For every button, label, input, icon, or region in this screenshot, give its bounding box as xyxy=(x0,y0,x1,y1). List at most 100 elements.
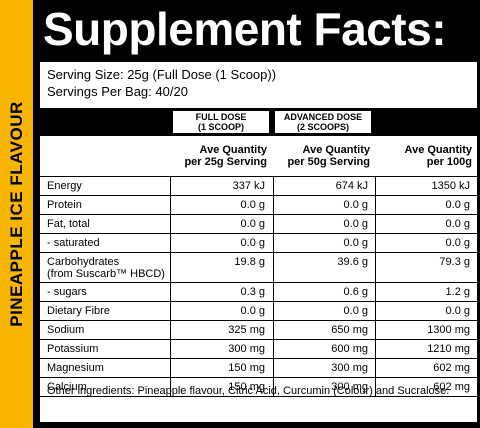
column-rule xyxy=(273,234,274,252)
nutrient-value: 674 kJ xyxy=(335,180,368,192)
nutrient-value: 650 mg xyxy=(331,324,368,336)
nutrient-row: Carbohydrates (from Suscarb™ HBCD) 19.8 g 3… xyxy=(40,252,477,282)
nutrient-row: - sugars 0.3 g 0.6 g 1.2 g xyxy=(40,282,477,301)
column-rule xyxy=(170,234,171,252)
nutrient-value: 300 mg xyxy=(228,343,265,355)
serving-size: Serving Size: 25g (Full Dose (1 Scoop)) xyxy=(47,67,277,82)
facts-body: Serving Size: 25g (Full Dose (1 Scoop)) … xyxy=(37,62,480,425)
nutrient-value: 0.6 g xyxy=(343,286,368,298)
column-rule xyxy=(375,234,376,252)
nutrient-value: 0.0 g xyxy=(445,305,470,317)
nutrient-value: 1.2 g xyxy=(445,286,470,298)
nutrient-value: 0.3 g xyxy=(240,286,265,298)
dose-band: FULL DOSE (1 SCOOP) ADVANCED DOSE (2 SCO… xyxy=(40,108,477,136)
nutrient-row: Energy 337 kJ 674 kJ 1350 kJ xyxy=(40,176,477,195)
nutrient-label: Sodium xyxy=(47,324,85,336)
nutrient-value: 0.0 g xyxy=(240,237,265,249)
nutrient-label: Protein xyxy=(47,199,82,211)
nutrient-row: Sodium 325 mg 650 mg 1300 mg xyxy=(40,320,477,339)
column-header: Ave Quantity per 25g Serving xyxy=(184,144,267,168)
column-rule xyxy=(273,177,274,195)
nutrient-rows: Energy 337 kJ 674 kJ 1350 kJ Protein 0.0 g 0.0… xyxy=(40,176,477,397)
nutrient-value: 300 mg xyxy=(331,362,368,374)
nutrient-value: 0.0 g xyxy=(343,218,368,230)
column-rule xyxy=(375,340,376,358)
nutrient-label: Carbohydrates xyxy=(47,256,120,268)
nutrient-note: (from Suscarb™ HBCD) xyxy=(47,268,165,280)
column-rule xyxy=(375,302,376,320)
nutrient-row: Calcium 150 mg 300 mg 602 mg xyxy=(40,377,477,397)
nutrient-value: 0.0 g xyxy=(343,237,368,249)
column-rule xyxy=(375,177,376,195)
column-rule xyxy=(170,321,171,339)
nutrient-value: 19.8 g xyxy=(234,256,265,268)
column-rule xyxy=(273,302,274,320)
nutrient-value: 1300 mg xyxy=(427,324,470,336)
flavour-label: PINEAPPLE ICE FLAVOUR xyxy=(6,101,26,327)
column-rule xyxy=(375,321,376,339)
nutrient-label: - saturated xyxy=(47,237,100,249)
column-rule xyxy=(170,359,171,377)
nutrient-label: Dietary Fibre xyxy=(47,305,110,317)
nutrient-value: 602 mg xyxy=(433,381,470,393)
nutrient-row: Fat, total 0.0 g 0.0 g 0.0 g xyxy=(40,214,477,233)
nutrient-value: 0.0 g xyxy=(445,218,470,230)
nutrient-row: Potassium 300 mg 600 mg 1210 mg xyxy=(40,339,477,358)
dose-label: ADVANCED DOSE (2 SCOOPS) xyxy=(275,111,371,133)
flavour-strip: PINEAPPLE ICE FLAVOUR xyxy=(0,0,33,428)
nutrient-value: 300 mg xyxy=(331,381,368,393)
title: Supplement Facts: xyxy=(43,3,447,55)
nutrient-value: 0.0 g xyxy=(240,305,265,317)
nutrient-value: 1350 kJ xyxy=(431,180,470,192)
nutrient-row: Dietary Fibre 0.0 g 0.0 g 0.0 g xyxy=(40,301,477,320)
nutrient-value: 0.0 g xyxy=(343,199,368,211)
column-rule xyxy=(375,378,376,396)
column-rule xyxy=(170,253,171,282)
servings-per-bag: Servings Per Bag: 40/20 xyxy=(47,84,188,99)
nutrient-value: 600 mg xyxy=(331,343,368,355)
nutrient-value: 79.3 g xyxy=(439,256,470,268)
nutrient-label: Fat, total xyxy=(47,218,90,230)
nutrient-label: Calcium xyxy=(47,381,87,393)
column-rule xyxy=(273,340,274,358)
nutrient-value: 150 mg xyxy=(228,362,265,374)
column-rule xyxy=(273,321,274,339)
nutrient-value: 0.0 g xyxy=(445,237,470,249)
column-rule xyxy=(170,283,171,301)
nutrient-value: 602 mg xyxy=(433,362,470,374)
nutrient-row: - saturated 0.0 g 0.0 g 0.0 g xyxy=(40,233,477,252)
column-header: Ave Quantity per 100g xyxy=(404,144,472,168)
nutrient-value: 0.0 g xyxy=(445,199,470,211)
nutrient-value: 337 kJ xyxy=(232,180,265,192)
ingredients: Other ingredients: Pineapple flavour, Ci… xyxy=(47,385,450,397)
nutrient-row: Magnesium 150 mg 300 mg 602 mg xyxy=(40,358,477,377)
nutrient-value: 325 mg xyxy=(228,324,265,336)
column-rule xyxy=(170,177,171,195)
nutrient-label: Magnesium xyxy=(47,362,104,374)
nutrient-row: Protein 0.0 g 0.0 g 0.0 g xyxy=(40,195,477,214)
nutrient-value: 150 mg xyxy=(228,381,265,393)
column-rule xyxy=(375,215,376,233)
column-rule xyxy=(273,253,274,282)
column-rule xyxy=(375,253,376,282)
column-rule xyxy=(375,196,376,214)
nutrient-label: Energy xyxy=(47,180,82,192)
column-rule xyxy=(273,359,274,377)
facts-panel: Supplement Facts: Serving Size: 25g (Ful… xyxy=(37,0,480,428)
column-rule xyxy=(273,283,274,301)
column-rule xyxy=(375,283,376,301)
nutrient-value: 1210 mg xyxy=(427,343,470,355)
column-rule xyxy=(375,359,376,377)
column-rule xyxy=(273,378,274,396)
nutrient-label: Potassium xyxy=(47,343,99,355)
column-rule xyxy=(170,215,171,233)
column-header: Ave Quantity per 50g Serving xyxy=(287,144,370,168)
nutrient-label: - sugars xyxy=(47,286,87,298)
dose-label: FULL DOSE (1 SCOOP) xyxy=(173,111,269,133)
column-rule xyxy=(170,378,171,396)
column-rule xyxy=(170,302,171,320)
column-rule xyxy=(273,215,274,233)
nutrient-value: 0.0 g xyxy=(343,305,368,317)
column-rule xyxy=(170,340,171,358)
